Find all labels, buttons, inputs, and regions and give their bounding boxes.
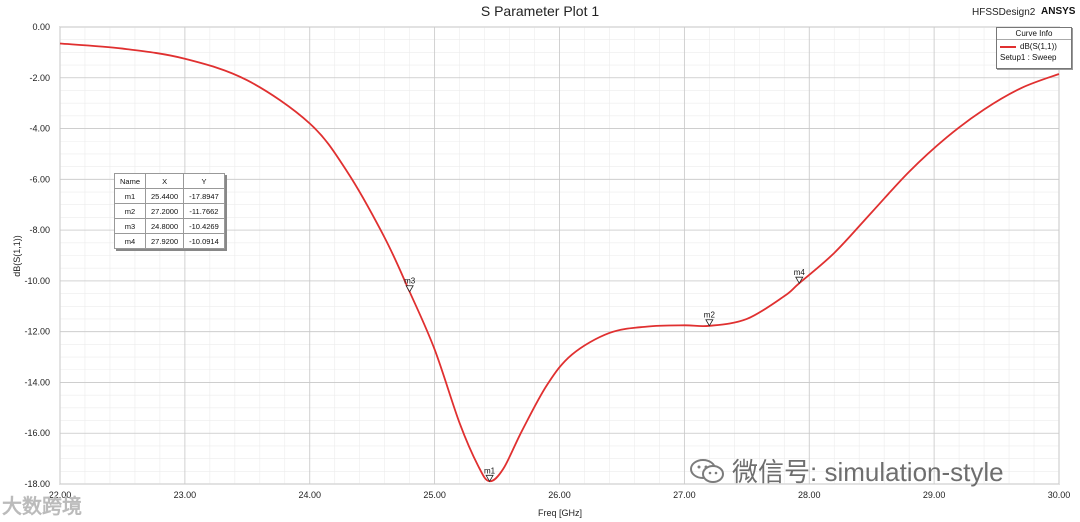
wechat-icon — [690, 458, 724, 483]
marker-x: 27.2000 — [145, 203, 185, 219]
x-tick-label: 24.00 — [298, 490, 321, 500]
x-tick-label: 28.00 — [798, 490, 821, 500]
marker-name: m1 — [113, 188, 147, 204]
marker-x: 24.8000 — [145, 218, 185, 234]
marker-triangle — [485, 474, 494, 483]
marker-label: m1 — [484, 466, 496, 475]
marker-name: m2 — [113, 203, 147, 219]
marker-triangle — [795, 276, 804, 285]
y-tick-label: 0.00 — [32, 22, 50, 32]
x-tick-label: 25.00 — [423, 490, 446, 500]
table-row: m3 24.8000 -10.4269 — [113, 218, 225, 234]
marker-name: m3 — [113, 218, 147, 234]
chart-title: S Parameter Plot 1 — [481, 3, 599, 19]
legend-entry-name: dB(S(1,1)) — [1020, 42, 1057, 51]
marker-name: m4 — [113, 233, 147, 249]
table-row: m2 27.2000 -11.7662 — [113, 203, 225, 219]
series-layer — [59, 42, 1060, 483]
header-x: X — [145, 173, 185, 189]
y-tick-label: -14.00 — [24, 377, 50, 387]
header-y: Y — [183, 173, 225, 189]
y-tick-label: -4.00 — [29, 124, 50, 134]
legend-title: Curve Info — [997, 28, 1071, 40]
series-line — [59, 42, 1060, 483]
y-tick-label: -6.00 — [29, 174, 50, 184]
grid-lines — [59, 26, 1060, 485]
wechat-watermark: 微信号: simulation-style — [690, 452, 1004, 489]
x-tick-label: 30.00 — [1048, 490, 1071, 500]
legend-swatch — [1000, 45, 1016, 48]
x-tick-label: 29.00 — [923, 490, 946, 500]
y-tick-label: -12.00 — [24, 327, 50, 337]
design-label: HFSSDesign2 — [972, 7, 1036, 18]
marker-y: -11.7662 — [183, 203, 225, 219]
legend-entry[interactable]: dB(S(1,1)) — [997, 40, 1071, 51]
table-row: m1 25.4400 -17.8947 — [113, 188, 225, 204]
legend-entry-setup: Setup1 : Sweep — [1000, 53, 1057, 62]
marker-x: 27.9200 — [145, 233, 185, 249]
y-tick-label: -10.00 — [24, 276, 50, 286]
marker-label: m4 — [794, 268, 806, 277]
marker-y: -10.4269 — [183, 218, 225, 234]
marker-table[interactable]: Name X Y m1 25.4400 -17.8947 m2 27.2000 … — [113, 173, 225, 249]
curve-info-legend[interactable]: Curve Info dB(S(1,1)) Setup1 : Sweep — [996, 27, 1072, 69]
y-tick-label: -2.00 — [29, 73, 50, 83]
marker-label: m3 — [404, 277, 416, 286]
y-tick-label: -16.00 — [24, 428, 50, 438]
table-row: m4 27.9200 -10.0914 — [113, 233, 225, 249]
marker-y: -17.8947 — [183, 188, 225, 204]
header-name: Name — [113, 173, 147, 189]
tick-labels: 22.00 23.00 24.00 25.00 26.00 27.00 28.00 29.00… — [24, 22, 1070, 500]
brand-logo: ANSYS — [1041, 6, 1076, 17]
marker-y: -10.0914 — [183, 233, 225, 249]
markers-layer: m1 m2 m3 m4 — [404, 268, 806, 483]
marker-triangle — [405, 285, 414, 293]
y-tick-label: -18.00 — [24, 479, 50, 489]
marker-table-header: Name X Y — [113, 173, 225, 189]
marker-triangle — [705, 319, 714, 327]
watermark-text: 微信号: simulation-style — [732, 457, 1004, 487]
y-tick-label: -8.00 — [29, 225, 50, 235]
x-tick-label: 27.00 — [673, 490, 696, 500]
x-tick-label: 22.00 — [49, 490, 72, 500]
marker-label: m2 — [704, 311, 716, 320]
x-tick-label: 23.00 — [174, 490, 197, 500]
marker-x: 25.4400 — [145, 188, 185, 204]
x-tick-label: 26.00 — [548, 490, 571, 500]
corner-watermark: 大数跨境 — [2, 496, 82, 518]
x-axis-label: Freq [GHz] — [538, 508, 582, 518]
y-axis-label: dB(S(1,1)) — [12, 235, 22, 277]
